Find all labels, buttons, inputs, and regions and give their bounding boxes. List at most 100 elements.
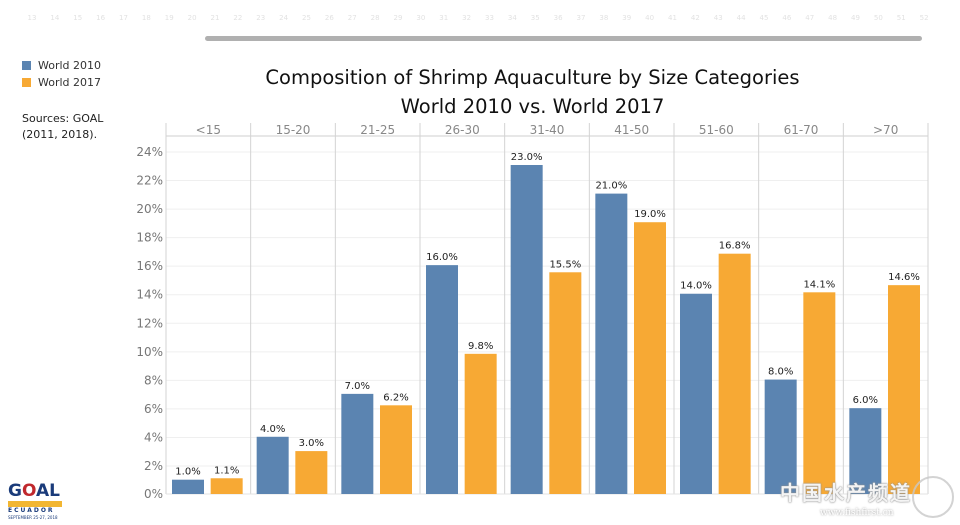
ruler-tick: 43: [713, 14, 723, 22]
data-label: 6.2%: [383, 392, 408, 403]
ruler-tick: 49: [851, 14, 860, 22]
data-label: 19.0%: [634, 209, 666, 220]
bar-world-2010: [680, 293, 712, 494]
ruler-tick: 41: [668, 14, 677, 22]
bar-world-2017: [718, 253, 751, 494]
ruler-tick: 18: [141, 14, 151, 22]
data-label: 6.0%: [853, 395, 878, 406]
data-label: 16.8%: [719, 241, 751, 252]
ruler-tick: 37: [576, 14, 586, 22]
legend-item-world-2010[interactable]: World 2010: [22, 57, 101, 74]
ruler-tick: 13: [27, 14, 37, 22]
data-label: 8.0%: [768, 367, 793, 378]
ruler-tick: 32: [462, 14, 472, 22]
ruler-tick: 35: [530, 14, 540, 22]
watermark-text: 中国水产频道: [780, 481, 912, 505]
logo-country: ECUADOR: [8, 507, 55, 514]
y-tick-label: 16%: [136, 259, 163, 273]
data-label: 16.0%: [426, 252, 458, 263]
ruler-tick: 23: [256, 14, 266, 22]
watermark-url: www.fishfirst.cn: [820, 508, 894, 518]
sources-line-2: (2011, 2018).: [22, 128, 98, 141]
y-tick-label: 2%: [144, 459, 163, 473]
ruler-tick: 34: [507, 14, 517, 22]
bar-world-2017: [549, 272, 582, 494]
legend-label: World 2017: [38, 76, 102, 89]
data-label: 1.0%: [175, 467, 200, 478]
category-label: 15-20: [276, 123, 311, 137]
ruler-tick: 42: [690, 14, 700, 22]
ruler-tick: 28: [370, 14, 380, 22]
bar-world-2010: [172, 479, 204, 494]
legend-item-world-2017[interactable]: World 2017: [22, 74, 101, 91]
category-label: 31-40: [530, 123, 565, 137]
bar-world-2017: [803, 292, 836, 494]
legend-label: World 2010: [38, 59, 102, 72]
ruler-tick: 19: [164, 14, 174, 22]
ruler-tick: 30: [416, 14, 426, 22]
ruler-tick: 17: [119, 14, 128, 22]
category-label: 26-30: [445, 123, 480, 137]
ruler-tick: 21: [210, 14, 220, 22]
bar-world-2010: [341, 393, 374, 494]
data-label: 4.0%: [260, 424, 285, 435]
ruler-tick: 16: [96, 14, 106, 22]
category-label: <15: [196, 123, 221, 137]
ruler-tick: 24: [279, 14, 289, 22]
ruler-tick: 52: [919, 14, 929, 22]
horizontal-scrollbar[interactable]: [205, 36, 922, 41]
y-tick-label: 14%: [136, 288, 163, 302]
ruler-tick: 48: [828, 14, 838, 22]
category-header-layer: <15 15-20 21-25 26-30 31-40 41-50 51-60 61-70 >7…: [165, 123, 929, 495]
y-axis-tick-layer: 0% 2% 4% 6% 8% 10% 12% 14% 16% 18% 20% 22% 24%: [136, 145, 163, 501]
data-label: 14.0%: [680, 281, 712, 292]
ruler-tick: 44: [736, 14, 746, 22]
legend-swatch-world-2017: [22, 78, 31, 87]
category-label: 41-50: [614, 123, 649, 137]
ruler-tick: 39: [622, 14, 632, 22]
data-label: 1.1%: [214, 465, 239, 476]
data-label: 3.0%: [299, 438, 324, 449]
logo-wordmark: GOAL: [8, 481, 60, 501]
ruler-tick: 20: [187, 14, 197, 22]
chart-title: Composition of Shrimp Aquaculture by Siz…: [265, 66, 800, 89]
globe-icon: [912, 476, 954, 518]
ruler-tick: 25: [302, 14, 311, 22]
logo-band: [8, 501, 62, 507]
bar-layer: [172, 165, 920, 494]
sources-line-1: Sources: GOAL: [22, 112, 104, 125]
y-tick-label: 12%: [136, 316, 163, 330]
ruler-tick: 27: [347, 14, 357, 22]
ruler-tick: 50: [873, 14, 883, 22]
logo-date: SEPTEMBER 25-27, 2018: [8, 515, 58, 520]
y-tick-label: 8%: [144, 373, 163, 387]
bar-world-2017: [634, 222, 666, 494]
category-label: >70: [873, 123, 898, 137]
data-label: 15.5%: [549, 259, 581, 270]
ruler-tick: 36: [553, 14, 563, 22]
ruler-tick: 47: [805, 14, 815, 22]
ruler-tick: 22: [233, 14, 243, 22]
bar-world-2017: [295, 451, 328, 494]
category-label: 21-25: [360, 123, 395, 137]
bar-world-2017: [210, 478, 243, 494]
legend: World 2010 World 2017: [22, 57, 101, 91]
y-tick-label: 0%: [144, 487, 163, 501]
data-label: 23.0%: [511, 152, 543, 163]
grid-layer: [166, 151, 928, 467]
ruler-tick: 31: [439, 14, 449, 22]
y-tick-label: 4%: [144, 430, 163, 444]
ruler-tick: 38: [599, 14, 609, 22]
bar-world-2010: [256, 436, 289, 494]
ruler-tick: 33: [485, 14, 494, 22]
data-label: 9.8%: [468, 341, 493, 352]
y-tick-label: 20%: [136, 202, 163, 216]
bar-world-2010: [849, 408, 882, 494]
bar-world-2010: [426, 265, 458, 494]
chart-title-block: Composition of Shrimp Aquaculture by Siz…: [200, 63, 865, 121]
bar-world-2017: [380, 405, 412, 494]
legend-swatch-world-2010: [22, 61, 31, 70]
bar-world-2017: [888, 285, 920, 494]
ruler-tick: 15: [73, 14, 83, 22]
